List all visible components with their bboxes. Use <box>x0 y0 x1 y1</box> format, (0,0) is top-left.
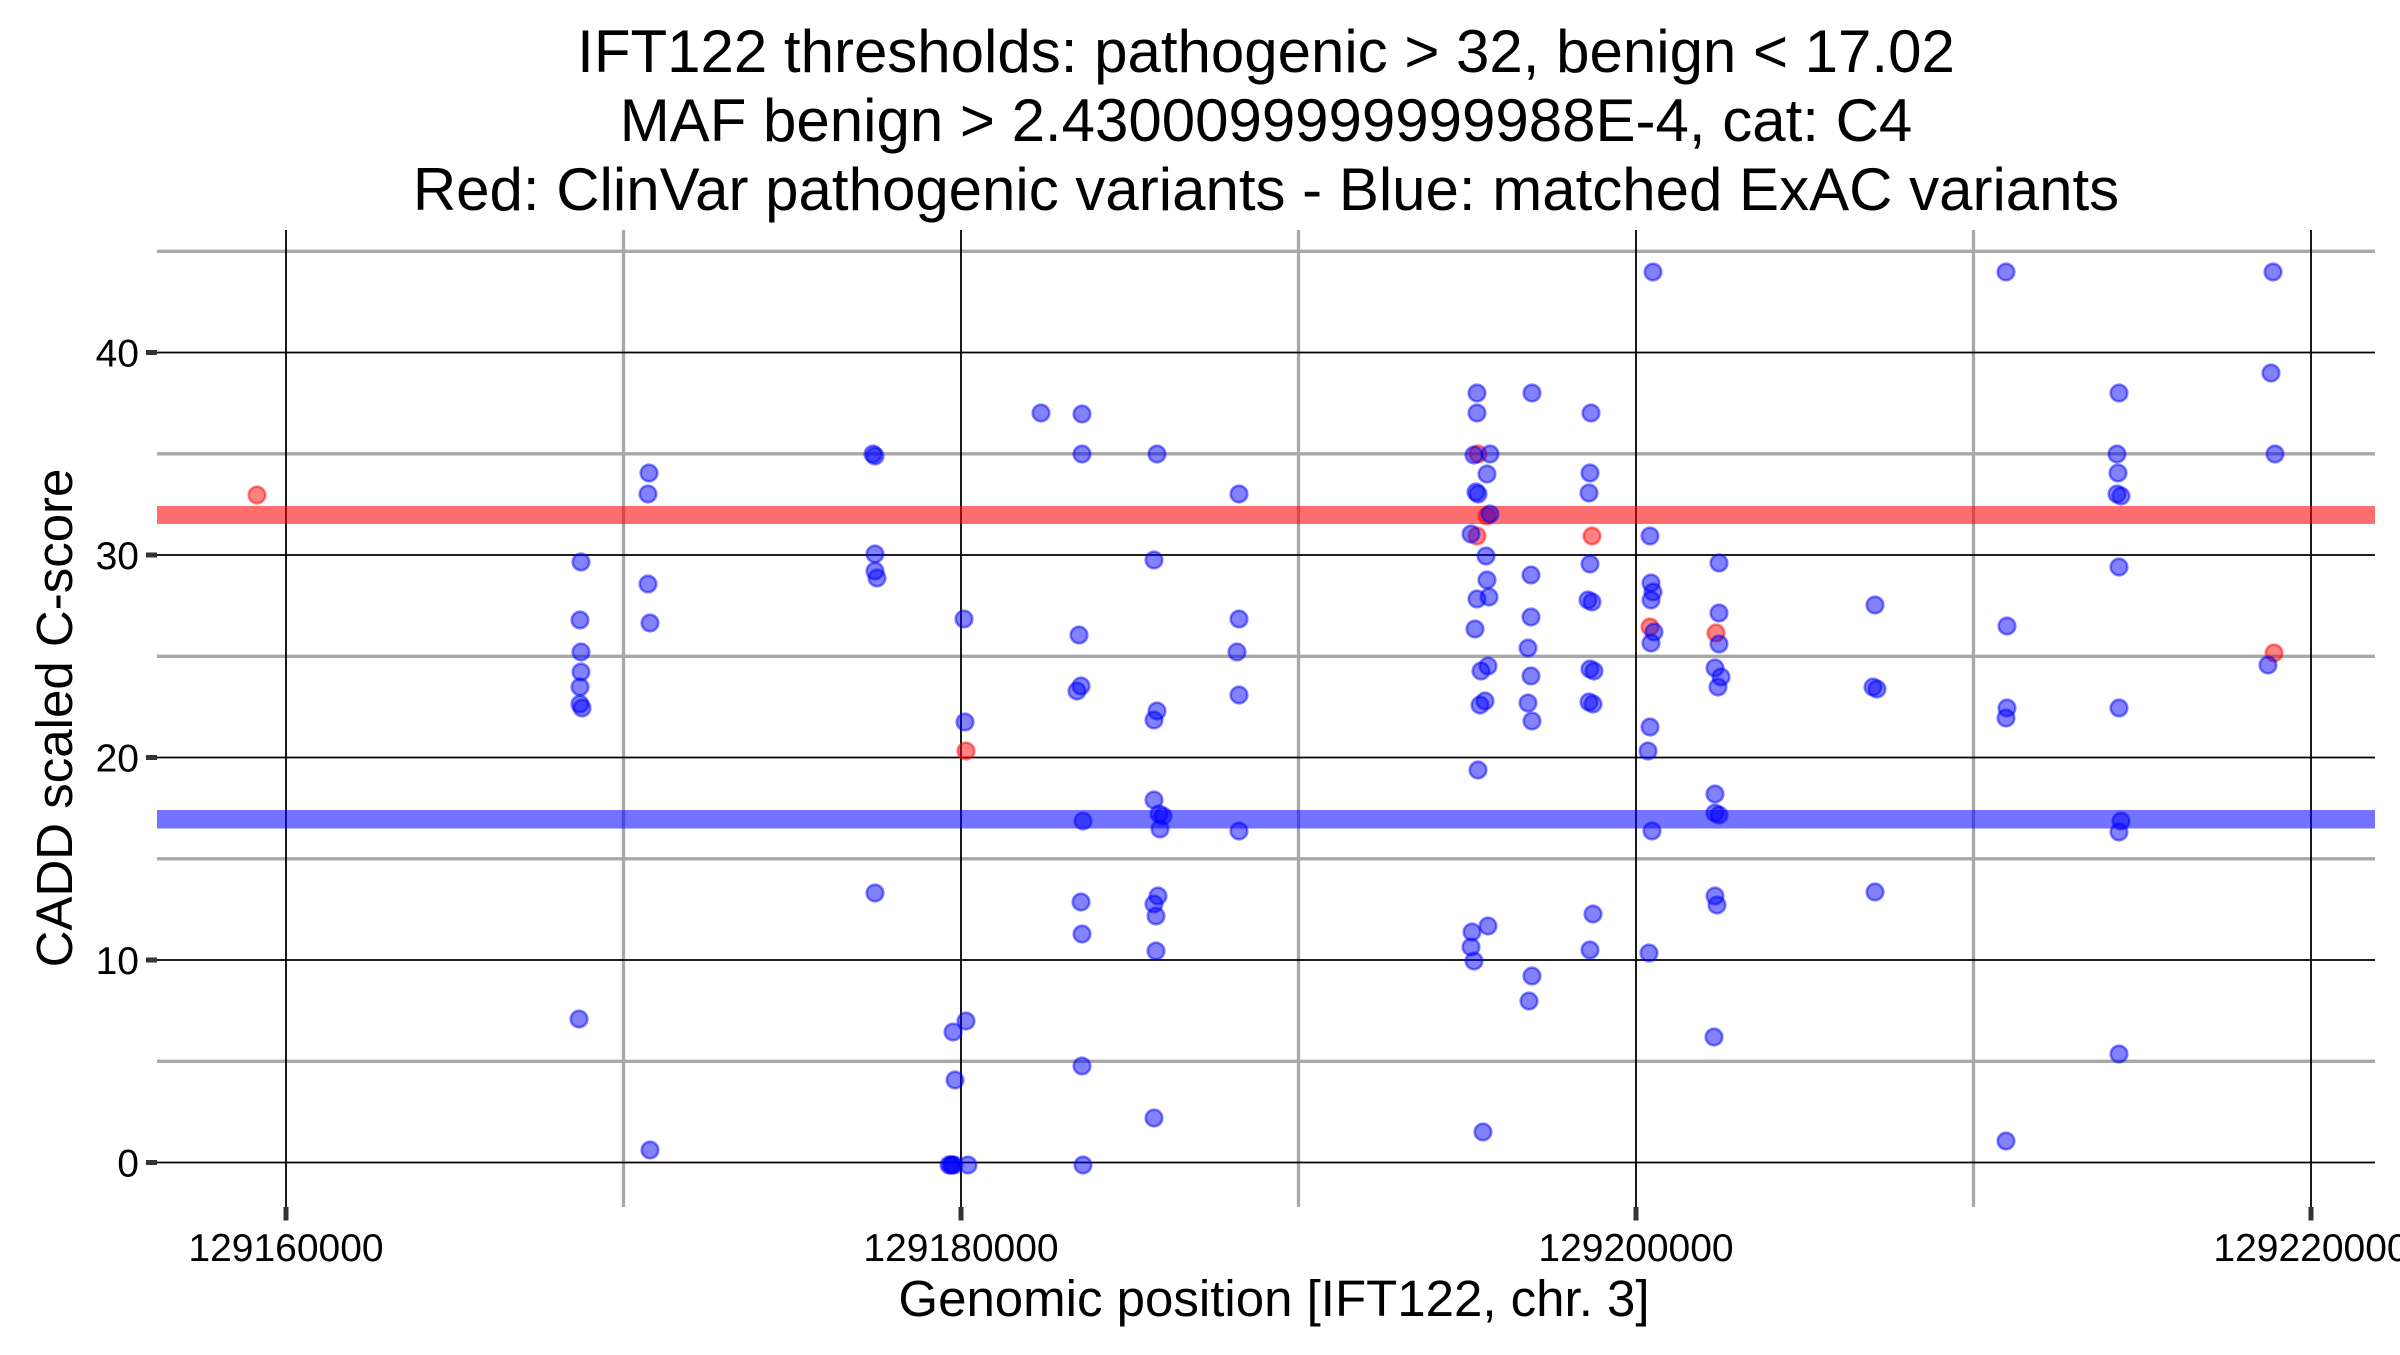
svg-text:Red: ClinVar pathogenic varian: Red: ClinVar pathogenic variants - Blue:… <box>413 156 2119 223</box>
svg-text:0: 0 <box>117 1143 139 1186</box>
svg-text:10: 10 <box>96 940 139 983</box>
svg-text:129160000: 129160000 <box>188 1227 383 1270</box>
svg-text:129180000: 129180000 <box>863 1227 1058 1270</box>
svg-text:IFT122 thresholds: pathogenic: IFT122 thresholds: pathogenic > 32, beni… <box>577 18 1955 85</box>
svg-text:MAF benign > 2.430009999999998: MAF benign > 2.4300099999999988E-4, cat:… <box>620 87 1913 154</box>
svg-text:40: 40 <box>96 333 139 376</box>
svg-text:Genomic position [IFT122, chr.: Genomic position [IFT122, chr. 3] <box>898 1270 1649 1327</box>
svg-text:CADD scaled C-score: CADD scaled C-score <box>26 469 83 968</box>
svg-text:30: 30 <box>96 535 139 578</box>
svg-text:129200000: 129200000 <box>1538 1227 1733 1270</box>
svg-text:129220000: 129220000 <box>2213 1227 2400 1270</box>
svg-text:20: 20 <box>96 738 139 781</box>
